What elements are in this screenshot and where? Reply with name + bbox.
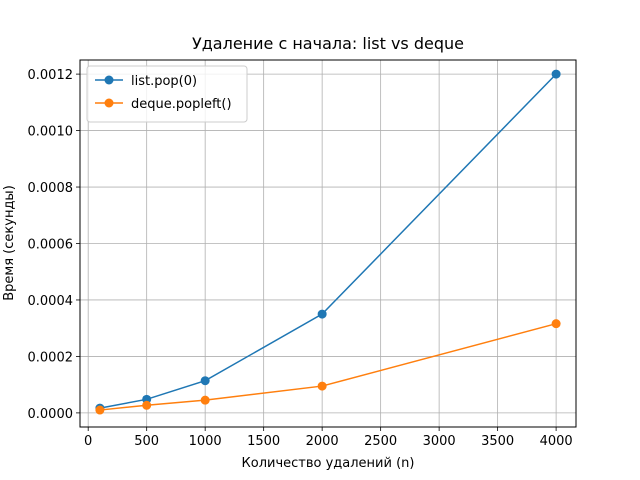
legend-swatch-marker xyxy=(104,98,114,108)
y-tick-label: 0.0012 xyxy=(28,68,74,83)
legend-label: list.pop(0) xyxy=(131,74,197,89)
x-tick-label: 2000 xyxy=(306,434,339,449)
data-point xyxy=(95,405,105,415)
y-tick-label: 0.0008 xyxy=(28,181,74,196)
legend-box xyxy=(86,65,248,123)
data-point xyxy=(317,309,327,319)
data-point xyxy=(200,376,210,386)
y-axis-label: Время (секунды) xyxy=(2,185,17,301)
series-2 xyxy=(95,319,561,415)
x-tick-label: 0 xyxy=(84,434,92,449)
x-tick-label: 4000 xyxy=(540,434,573,449)
y-tick-label: 0.0002 xyxy=(28,350,74,365)
axis-ticks: 0 500 1000 1500 2000 2500 3000 3500 4000 0.0000 0.… xyxy=(28,68,573,449)
legend-label: deque.popleft() xyxy=(131,97,232,112)
x-tick-label: 1500 xyxy=(247,434,280,449)
data-point xyxy=(317,381,327,391)
x-tick-label: 3500 xyxy=(481,434,514,449)
chart-title: Удаление с начала: list vs deque xyxy=(192,34,464,53)
y-tick-label: 0.0000 xyxy=(28,407,74,422)
y-tick-label: 0.0010 xyxy=(28,125,74,140)
x-tick-label: 500 xyxy=(134,434,159,449)
x-tick-label: 2500 xyxy=(364,434,397,449)
data-point xyxy=(142,400,152,410)
data-point xyxy=(551,319,561,329)
legend-swatch-marker xyxy=(104,75,114,85)
x-tick-label: 3000 xyxy=(423,434,456,449)
y-tick-label: 0.0004 xyxy=(28,294,74,309)
data-point xyxy=(200,395,210,405)
y-tick-label: 0.0006 xyxy=(28,238,74,253)
x-axis-label: Количество удалений (n) xyxy=(242,456,415,471)
legend: list.pop(0) deque.popleft() xyxy=(86,65,248,123)
x-tick-label: 1000 xyxy=(189,434,222,449)
plot-series xyxy=(95,69,561,415)
data-point xyxy=(551,69,561,79)
